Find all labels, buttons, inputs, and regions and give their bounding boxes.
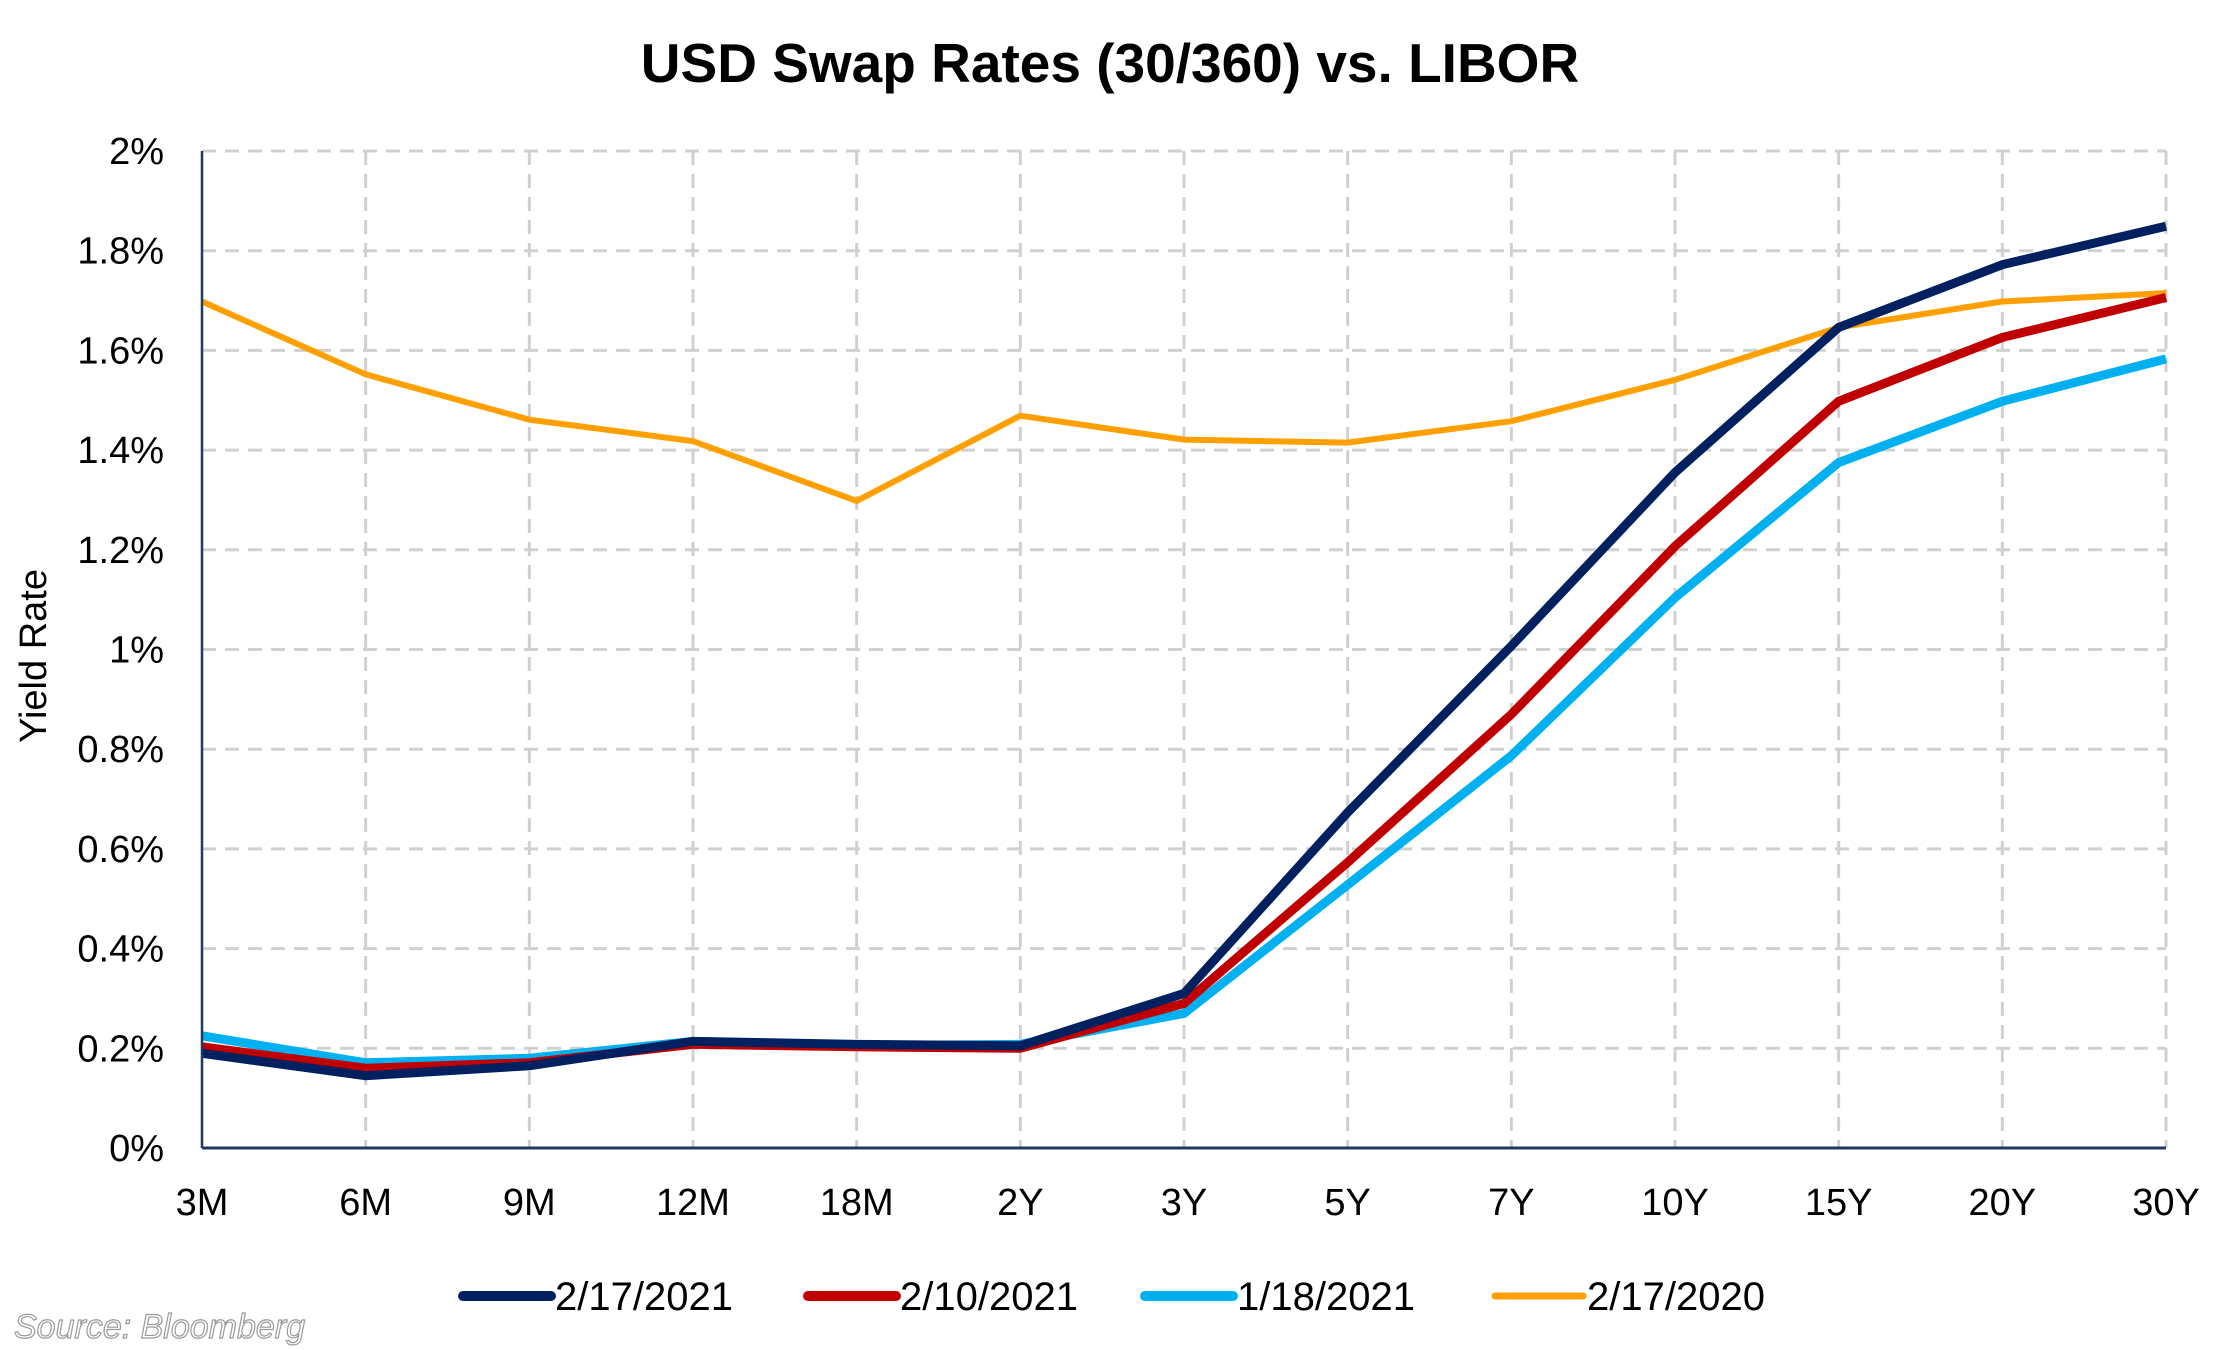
y-tick-label: 0.6% <box>77 829 164 871</box>
series-layer <box>200 221 2168 1081</box>
data-point <box>1020 1045 1021 1046</box>
data-point <box>1838 462 1839 463</box>
data-point <box>2166 358 2167 359</box>
data-point <box>2002 264 2003 265</box>
x-tick-label: 2Y <box>997 1182 1043 1224</box>
data-point <box>365 374 366 375</box>
data-point <box>365 1062 366 1063</box>
y-tick-labels: 0% 0.2% 0.4% 0.6% 0.8% 1% 1.2% 1.4% 1.6% 1.8% 2% <box>77 131 164 1170</box>
y-tick-label: 1.6% <box>77 330 164 372</box>
axes <box>200 151 2166 1150</box>
data-point <box>1511 421 1512 422</box>
x-tick-label: 3Y <box>1161 1182 1207 1224</box>
y-tick-label: 1.4% <box>77 430 164 472</box>
x-tick-label: 7Y <box>1488 1182 1534 1224</box>
x-tick-label: 30Y <box>2132 1182 2200 1224</box>
y-tick-label: 1% <box>109 630 164 672</box>
data-point <box>1184 1003 1185 1004</box>
data-point <box>2002 337 2003 338</box>
chart-title: USD Swap Rates (30/360) vs. LIBOR <box>641 32 1579 94</box>
data-point <box>2166 226 2167 227</box>
y-tick-label: 0.8% <box>77 729 164 771</box>
data-point <box>365 1075 366 1076</box>
x-tick-label: 10Y <box>1641 1182 1709 1224</box>
x-tick-label: 6M <box>339 1182 392 1224</box>
data-point <box>1675 597 1676 598</box>
series-2-17-2021 <box>201 221 2168 1081</box>
data-point <box>1184 993 1185 994</box>
x-tick-label: 3M <box>176 1182 229 1224</box>
legend-item: 2/10/2021 <box>803 1275 1078 1319</box>
data-point <box>856 500 857 501</box>
data-point <box>1838 401 1839 402</box>
data-point <box>2166 297 2167 298</box>
legend-item: 1/18/2021 <box>1140 1275 1415 1319</box>
data-point <box>1184 1013 1185 1014</box>
y-tick-label: 0.4% <box>77 929 164 971</box>
data-point <box>2002 301 2003 302</box>
legend-item: 2/17/2020 <box>1491 1275 1765 1319</box>
data-point <box>1675 472 1676 473</box>
x-tick-label: 15Y <box>1805 1182 1873 1224</box>
data-point <box>529 419 530 420</box>
data-point <box>1675 546 1676 547</box>
data-point <box>1347 862 1348 863</box>
data-point <box>1347 812 1348 813</box>
x-tick-label: 20Y <box>1969 1182 2037 1224</box>
data-point <box>365 1068 366 1069</box>
legend-label: 2/17/2021 <box>555 1275 733 1319</box>
x-tick-label: 5Y <box>1324 1182 1370 1224</box>
legend-label: 1/18/2021 <box>1237 1275 1415 1319</box>
data-point <box>2002 401 2003 402</box>
gridlines <box>202 149 2168 1148</box>
legend-label: 2/17/2020 <box>1587 1275 1765 1319</box>
data-point <box>529 1065 530 1066</box>
legend-item: 2/17/2021 <box>458 1275 733 1319</box>
data-point <box>1184 439 1185 440</box>
data-point <box>1838 327 1839 328</box>
legend: 2/17/2021 2/10/2021 1/18/2021 2/17/2020 <box>458 1275 1765 1319</box>
data-point <box>1511 646 1512 647</box>
x-tick-labels: 3M 6M 9M 12M 18M 2Y 3Y 5Y 7Y 10Y 15Y 20Y 30Y <box>176 1182 2200 1224</box>
data-point <box>2166 293 2167 294</box>
legend-label: 2/10/2021 <box>900 1275 1078 1319</box>
y-axis-label: Yield Rate <box>13 569 55 743</box>
data-point <box>1675 379 1676 380</box>
data-point <box>1347 442 1348 443</box>
data-point <box>1020 415 1021 416</box>
y-tick-label: 1.8% <box>77 231 164 273</box>
y-tick-label: 1.2% <box>77 530 164 572</box>
y-tick-label: 0.2% <box>77 1028 164 1070</box>
data-point <box>1511 755 1512 756</box>
data-point <box>1347 884 1348 885</box>
y-tick-label: 2% <box>109 131 164 173</box>
x-tick-label: 12M <box>656 1182 730 1224</box>
series-line <box>201 221 2168 1081</box>
y-tick-label: 0% <box>109 1128 164 1170</box>
x-tick-label: 9M <box>503 1182 556 1224</box>
data-point <box>693 441 694 442</box>
data-point <box>1511 714 1512 715</box>
data-point <box>856 1044 857 1045</box>
source-note: Source: Bloomberg <box>14 1308 305 1346</box>
data-point <box>693 1041 694 1042</box>
x-tick-label: 18M <box>820 1182 894 1224</box>
